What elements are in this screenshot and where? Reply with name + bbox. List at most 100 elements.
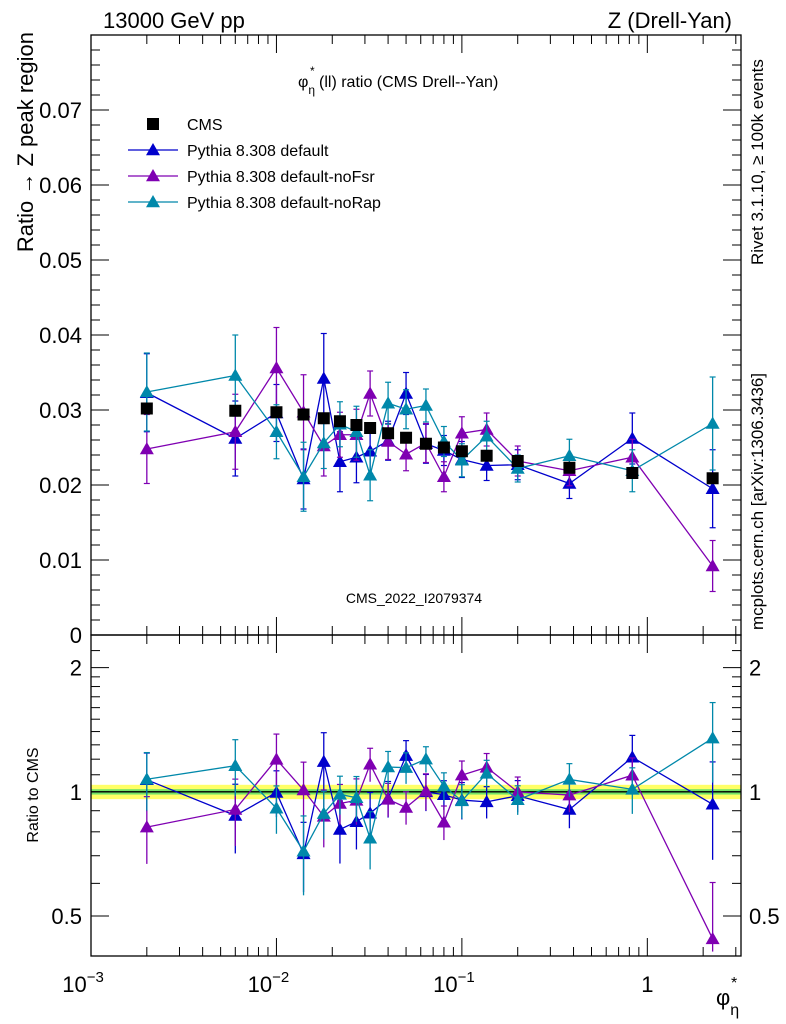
triangle-marker xyxy=(228,424,243,437)
y-tick-label: 0.03 xyxy=(39,398,82,423)
x-tick-label: 10−1 xyxy=(433,969,475,997)
legend-item-noRap: Pythia 8.308 default-noRap xyxy=(128,195,381,212)
triangle-marker xyxy=(316,806,331,819)
square-marker xyxy=(350,419,363,431)
triangle-marker xyxy=(705,416,720,429)
triangle-marker xyxy=(316,436,331,449)
square-marker xyxy=(400,431,413,444)
triangle-marker xyxy=(139,385,154,398)
y-tick-label: 0.04 xyxy=(39,323,82,348)
square-marker xyxy=(437,441,450,454)
triangle-marker xyxy=(228,802,243,815)
series-CMS xyxy=(140,402,719,485)
triangle-marker xyxy=(436,779,451,792)
square-marker xyxy=(563,461,576,474)
legend-item-noFsr: Pythia 8.308 default-noFsr xyxy=(128,169,375,186)
square-marker xyxy=(333,415,346,428)
triangle-marker xyxy=(228,758,243,771)
triangle-marker xyxy=(454,768,469,781)
ratio-tick-label: 2 xyxy=(70,656,82,681)
triangle-marker xyxy=(625,782,640,795)
xlabel-sub: η xyxy=(730,1002,739,1019)
triangle-marker xyxy=(454,793,469,807)
triangle-marker xyxy=(269,361,284,374)
ratio-series-line xyxy=(146,737,713,853)
triangle-marker xyxy=(510,792,525,805)
triangle-marker xyxy=(562,772,577,785)
title-rest: (ll) ratio (CMS Drell--Yan) xyxy=(319,74,498,91)
ratio-plot-frame xyxy=(90,634,742,957)
square-marker xyxy=(419,437,432,450)
triangle-marker xyxy=(418,784,433,797)
ratio-tick-label: 1 xyxy=(70,780,82,805)
x-tick-label: 1 xyxy=(641,972,653,997)
legend-label: Pythia 8.308 default xyxy=(187,143,329,160)
x-axis-label: φη * xyxy=(716,975,739,1019)
ratio-tick-label-right: 0.5 xyxy=(749,904,780,929)
square-marker xyxy=(455,445,468,458)
triangle-marker xyxy=(418,752,433,765)
triangle-marker xyxy=(510,461,525,474)
process-label: Z (Drell-Yan) xyxy=(608,8,732,33)
legend-item-CMS: CMS xyxy=(147,117,223,134)
triangle-marker xyxy=(146,195,160,208)
triangle-marker xyxy=(705,931,720,945)
triangle-marker xyxy=(146,143,160,156)
series-line xyxy=(146,366,714,567)
plot-title: φη * (ll) ratio (CMS Drell--Yan) xyxy=(298,64,498,97)
triangle-marker xyxy=(139,820,154,833)
triangle-marker xyxy=(479,794,494,808)
square-marker xyxy=(317,412,330,425)
triangle-marker xyxy=(146,169,160,182)
x-tick-label: 10−3 xyxy=(62,969,104,997)
xlabel-sup: * xyxy=(731,975,737,992)
square-marker xyxy=(364,422,377,434)
title-symbol: φ xyxy=(298,74,308,91)
square-marker xyxy=(147,118,159,130)
triangle-marker xyxy=(296,469,311,482)
triangle-marker xyxy=(399,800,414,813)
triangle-marker xyxy=(399,447,414,460)
triangle-marker xyxy=(363,831,378,844)
series-noRap xyxy=(139,334,720,896)
triangle-marker xyxy=(332,822,347,835)
triangle-marker xyxy=(363,757,378,770)
x-tick-exponent: −3 xyxy=(87,969,104,986)
y-tick-label: 0.06 xyxy=(39,173,82,198)
square-marker xyxy=(297,408,310,421)
square-marker xyxy=(511,455,524,467)
triangle-marker xyxy=(381,792,396,805)
triangle-marker xyxy=(479,458,494,471)
square-marker xyxy=(382,427,395,440)
triangle-marker xyxy=(332,787,347,800)
square-marker xyxy=(270,406,283,419)
energy-label: 13000 GeV pp xyxy=(103,8,245,33)
triangle-marker xyxy=(332,454,347,467)
x-tick-base: 1 xyxy=(641,972,653,997)
legend: CMS Pythia 8.308 default Pythia 8.308 defa… xyxy=(128,117,381,212)
title-sup: * xyxy=(310,64,315,78)
triangle-marker xyxy=(363,386,378,399)
title-sub: η xyxy=(308,83,315,97)
triangle-marker xyxy=(454,453,469,466)
triangle-marker xyxy=(454,426,469,439)
y-tick-label: 0 xyxy=(70,623,82,648)
triangle-marker xyxy=(139,442,154,455)
series-line xyxy=(146,374,713,479)
triangle-marker xyxy=(418,398,433,411)
triangle-marker xyxy=(399,760,414,773)
triangle-marker xyxy=(436,815,451,828)
legend-label: CMS xyxy=(187,117,223,134)
x-tick-base: 10 xyxy=(433,972,457,997)
x-tick-base: 10 xyxy=(248,972,272,997)
data-series xyxy=(139,326,720,952)
axes-ticks: 10−3 10−2 10−1 100.010.020.030.040.050.060.… xyxy=(39,35,780,997)
rivet-label: Rivet 3.1.10, ≥ 100k events xyxy=(748,59,767,265)
triangle-marker xyxy=(381,760,396,773)
triangle-marker xyxy=(705,481,720,494)
triangle-marker xyxy=(562,448,577,461)
square-marker xyxy=(480,449,493,462)
triangle-marker xyxy=(316,371,331,384)
legend-label: Pythia 8.308 default-noFsr xyxy=(187,169,375,186)
